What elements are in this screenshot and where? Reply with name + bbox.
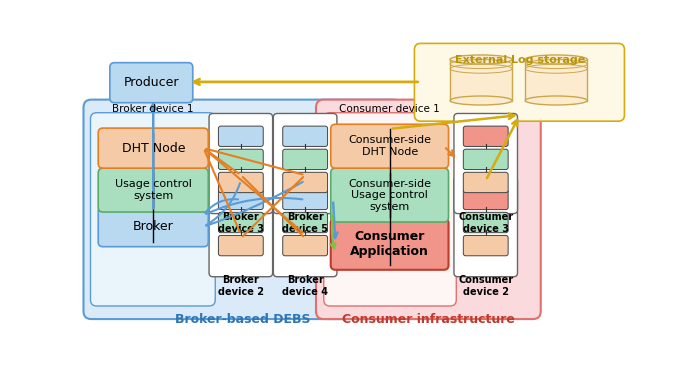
Text: Consumer
device 2: Consumer device 2 (458, 275, 513, 297)
Text: Producer: Producer (124, 76, 179, 89)
FancyBboxPatch shape (110, 62, 193, 103)
FancyBboxPatch shape (331, 168, 449, 222)
Text: Broker: Broker (133, 220, 173, 233)
Text: External Log storage: External Log storage (455, 55, 585, 65)
FancyBboxPatch shape (463, 212, 508, 233)
FancyBboxPatch shape (331, 124, 449, 168)
Text: Consumer-side
Usage control
system: Consumer-side Usage control system (348, 179, 431, 212)
FancyBboxPatch shape (463, 149, 508, 170)
Text: Broker device 1: Broker device 1 (113, 104, 194, 114)
Ellipse shape (525, 96, 587, 105)
FancyBboxPatch shape (463, 189, 508, 210)
FancyBboxPatch shape (282, 189, 328, 210)
FancyBboxPatch shape (99, 128, 208, 168)
FancyBboxPatch shape (324, 113, 456, 306)
Text: Broker
device 3: Broker device 3 (218, 212, 264, 234)
Text: Consumer device 1: Consumer device 1 (339, 104, 440, 114)
FancyBboxPatch shape (463, 235, 508, 256)
Text: Broker
device 5: Broker device 5 (282, 212, 328, 234)
FancyBboxPatch shape (273, 177, 337, 277)
Text: Consumer infrastructure: Consumer infrastructure (342, 312, 514, 326)
FancyBboxPatch shape (463, 126, 508, 146)
FancyBboxPatch shape (218, 212, 264, 233)
FancyBboxPatch shape (316, 99, 541, 319)
Text: Usage control
system: Usage control system (115, 179, 192, 201)
Text: Broker-based DEBS: Broker-based DEBS (175, 312, 310, 326)
Text: Consumer
Application: Consumer Application (350, 230, 429, 258)
Text: Broker
device 4: Broker device 4 (282, 275, 328, 297)
FancyBboxPatch shape (99, 168, 208, 212)
FancyBboxPatch shape (454, 114, 517, 214)
FancyBboxPatch shape (282, 212, 328, 233)
FancyBboxPatch shape (90, 113, 215, 306)
Text: Broker
device 2: Broker device 2 (218, 275, 264, 297)
FancyBboxPatch shape (218, 189, 264, 210)
Text: Consumer
device 3: Consumer device 3 (458, 212, 513, 234)
FancyBboxPatch shape (209, 114, 273, 214)
Bar (450, 59, 512, 101)
FancyBboxPatch shape (463, 172, 508, 193)
FancyBboxPatch shape (218, 172, 264, 193)
Ellipse shape (450, 96, 512, 105)
Ellipse shape (450, 55, 512, 64)
FancyBboxPatch shape (282, 126, 328, 146)
FancyBboxPatch shape (273, 114, 337, 214)
FancyBboxPatch shape (218, 126, 264, 146)
FancyBboxPatch shape (209, 177, 273, 277)
FancyBboxPatch shape (218, 149, 264, 170)
FancyBboxPatch shape (99, 207, 208, 247)
FancyBboxPatch shape (331, 218, 449, 270)
Bar (525, 59, 587, 101)
FancyBboxPatch shape (454, 177, 517, 277)
FancyBboxPatch shape (282, 235, 328, 256)
FancyBboxPatch shape (83, 99, 401, 319)
FancyBboxPatch shape (415, 43, 624, 121)
Ellipse shape (525, 55, 587, 64)
FancyBboxPatch shape (218, 235, 264, 256)
Text: Consumer-side
DHT Node: Consumer-side DHT Node (348, 135, 431, 157)
FancyBboxPatch shape (282, 149, 328, 170)
FancyBboxPatch shape (282, 172, 328, 193)
Text: DHT Node: DHT Node (122, 142, 185, 155)
